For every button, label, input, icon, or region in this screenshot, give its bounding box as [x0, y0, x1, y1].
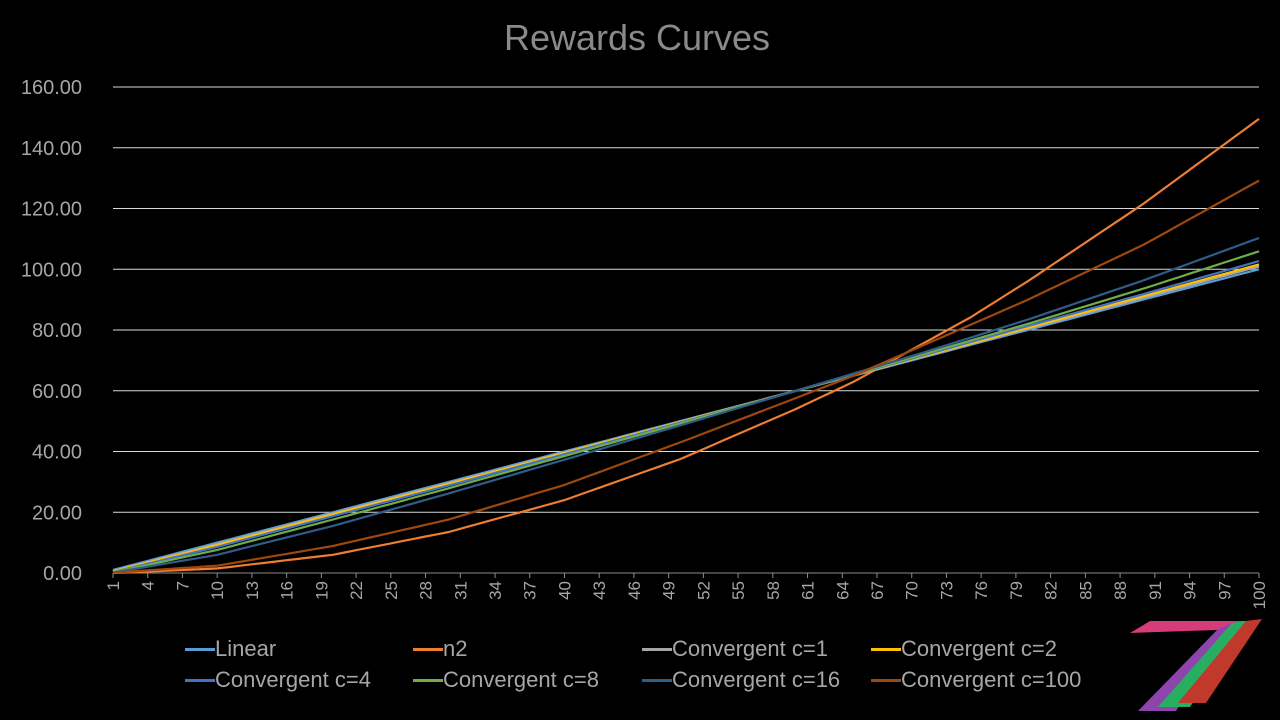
legend-item: Linear: [185, 638, 413, 660]
x-tick-label: 43: [590, 581, 609, 600]
x-tick-label: 76: [972, 581, 991, 600]
chart-title: Rewards Curves: [504, 17, 770, 58]
x-tick-label: 73: [937, 581, 956, 600]
legend-swatch: [871, 647, 901, 651]
legend-label: Convergent c=2: [901, 636, 1057, 661]
legend-swatch: [642, 647, 672, 651]
legend-item: Convergent c=8: [413, 669, 642, 691]
legend-item: Convergent c=100: [871, 669, 1105, 691]
legend-label: Linear: [215, 636, 277, 661]
legend-label: n2: [443, 636, 468, 661]
legend-label: Convergent c=1: [672, 636, 828, 661]
logo-stripe-green: [1158, 621, 1246, 707]
x-tick-label: 82: [1042, 581, 1061, 600]
y-tick-label: 40.00: [32, 442, 82, 464]
y-tick-label: 100.00: [21, 259, 82, 281]
chart-legend: Linear n2 Convergent c=1 Convergent c=2 Conv…: [185, 638, 1105, 691]
legend-swatch: [185, 678, 215, 682]
x-tick-label: 79: [1007, 581, 1026, 600]
y-tick-label: 60.00: [32, 381, 82, 403]
x-tick-label: 28: [417, 581, 436, 600]
legend-item: Convergent c=2: [871, 638, 1105, 660]
x-tick-label: 13: [243, 581, 262, 600]
x-tick-label: 100: [1250, 581, 1269, 609]
y-tick-label: 120.00: [21, 199, 82, 221]
legend-item: Convergent c=1: [642, 638, 871, 660]
x-tick-label: 61: [799, 581, 818, 600]
x-tick-label: 31: [451, 581, 470, 600]
x-tick-label: 7: [173, 581, 192, 590]
legend-label: Convergent c=100: [901, 667, 1082, 692]
x-tick-label: 91: [1146, 581, 1165, 600]
legend-swatch: [413, 678, 443, 682]
logo-stripe-red: [1178, 619, 1262, 703]
series-line-1: [112, 118, 1260, 575]
legend-item: Convergent c=16: [642, 669, 871, 691]
legend-item: Convergent c=4: [185, 669, 413, 691]
y-axis-labels: 0.00 20.00 40.00 60.00 80.00 100.00 120.00 140.…: [21, 77, 82, 585]
x-tick-label: 10: [208, 581, 227, 600]
y-tick-label: 140.00: [21, 138, 82, 160]
x-tick-label: 97: [1215, 581, 1234, 600]
x-tick-label: 4: [139, 581, 158, 590]
x-tick-label: 94: [1181, 581, 1200, 600]
legend-swatch: [185, 647, 215, 651]
series-line-6: [112, 236, 1260, 574]
series-line-7: [112, 179, 1260, 574]
legend-swatch: [642, 678, 672, 682]
series-line-5: [112, 250, 1260, 574]
legend-swatch: [413, 647, 443, 651]
x-tick-label: 49: [660, 581, 679, 600]
legend-label: Convergent c=4: [215, 667, 371, 692]
x-tick-label: 46: [625, 581, 644, 600]
x-tick-label: 40: [555, 581, 574, 600]
x-tick-label: 55: [729, 581, 748, 600]
legend-label: Convergent c=16: [672, 667, 841, 692]
x-tick-label: 34: [486, 581, 505, 600]
x-tick-label: 70: [903, 581, 922, 600]
legend-swatch: [871, 678, 901, 682]
x-tick-label: 64: [833, 581, 852, 600]
x-tick-label: 1: [104, 581, 123, 590]
y-tick-label: 80.00: [32, 320, 82, 342]
x-tick-label: 25: [382, 581, 401, 600]
x-tick-label: 37: [521, 581, 540, 600]
x-tick-label: 22: [347, 581, 366, 600]
legend-label: Convergent c=8: [443, 667, 599, 692]
x-tick-label: 16: [278, 581, 297, 600]
logo-stripe-purple: [1138, 623, 1232, 711]
x-tick-label: 67: [868, 581, 887, 600]
x-axis-labels: 1 4 7 10 13 16 19 22 25 28 31 34 37 40 43 46 49 52 55 58 61 6…: [104, 573, 1269, 609]
legend-item: n2: [413, 638, 642, 660]
grid-lines: [113, 86, 1259, 574]
x-tick-label: 52: [694, 581, 713, 600]
series-lines: [112, 118, 1260, 575]
logo-stripe-pink: [1130, 621, 1258, 633]
y-tick-label: 0.00: [43, 563, 82, 585]
x-tick-label: 19: [312, 581, 331, 600]
x-tick-label: 88: [1111, 581, 1130, 600]
y-tick-label: 20.00: [32, 502, 82, 524]
seven-logo: [1130, 619, 1262, 711]
x-tick-label: 58: [764, 581, 783, 600]
x-tick-label: 85: [1076, 581, 1095, 600]
y-tick-label: 160.00: [21, 77, 82, 99]
